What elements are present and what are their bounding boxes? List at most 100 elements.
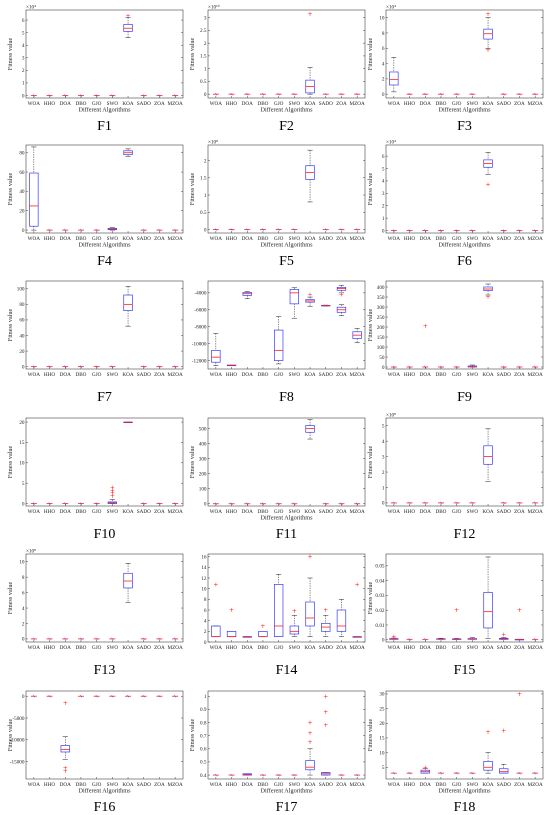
plot-frame [385, 144, 544, 234]
x-axis-label: Different Algorithms [79, 242, 132, 249]
figure-label: F18 [454, 800, 476, 815]
x-tick-label: KOA [482, 509, 493, 515]
box-flat-edge [471, 771, 474, 775]
chart-panel-f6: 0 1 2 3 4 5 6 WOA HHO DOA DBO GJO SWO KOA SADO ZOA MZOA ×… [367, 137, 546, 269]
x-tick-label: SADO [497, 236, 511, 242]
x-tick-label: SWO [467, 509, 479, 515]
y-tick-label: 0 [22, 637, 25, 643]
x-axis-label: Different Algorithms [261, 515, 314, 522]
y-tick-label: 60 [19, 170, 25, 176]
y-tick-label: 4 [382, 439, 385, 445]
box-body [483, 445, 493, 465]
y-axis-label: Fitness value [367, 38, 374, 71]
y-tick-label: 0.01 [375, 623, 384, 629]
x-tick-label: WOA [28, 645, 41, 651]
chart-panel-f4: 0 20 40 60 80 WOA HHO DOA DBO GJO SWO KOA SADO ZOA MZO… [7, 137, 186, 269]
chart-svg: 0 0.5 1 1.5 2 2.5 3 WOA HHO DOA DBO GJO SWO KOA SADO ZO… [189, 5, 366, 134]
chart-panel-f18: 5 10 15 20 25 30 WOA HHO DOA DBO GJO SWO KOA SADO ZOA M… [367, 683, 546, 815]
box-flat-edge [424, 365, 427, 369]
y-tick-label: 1.5 [200, 176, 207, 182]
x-tick-label: SWO [289, 782, 301, 788]
x-tick-label: SWO [107, 372, 119, 378]
x-tick-label: SWO [289, 101, 301, 107]
chart-panel-f14: 0 2 4 6 8 10 12 14 16 WOA HHO DOA DBO GJO SWO KOA SADO ZO… [190, 546, 368, 678]
box-flat-edge [158, 94, 161, 97]
x-tick-label: MZOA [528, 236, 544, 242]
y-scale-factor: ×10⁴ [386, 140, 396, 146]
x-tick-label: DOA [60, 101, 71, 107]
box-flat-edge [392, 501, 395, 505]
chart-panel-f10: 0 5 10 15 20 WOA HHO DOA DBO GJO SWO KOA SADO ZOA MZOA… [7, 410, 186, 542]
chart-panel-f7: 0 20 40 60 80 100 WOA HHO DOA DBO GJO SWO KOA SADO ZOA… [7, 273, 186, 405]
outlier-point: + [63, 700, 68, 707]
y-tick-label: 0.5 [200, 760, 207, 766]
x-tick-label: SADO [319, 101, 333, 107]
chart-svg: 0 100 200 300 400 500 WOA HHO DOA DBO GJO SWO KOA SAD… [189, 417, 366, 542]
x-tick-label: ZOA [154, 509, 165, 515]
box-flat-edge [214, 502, 217, 506]
y-scale-factor: ×10⁴ [26, 5, 36, 11]
box-flat-edge [424, 501, 427, 505]
y-tick-label: 300 [199, 456, 207, 462]
box-flat-edge [277, 502, 280, 506]
y-tick-label: 0 [22, 228, 25, 234]
outlier-point: + [501, 632, 506, 639]
box-flat-edge [48, 637, 51, 641]
x-tick-label: KOA [122, 645, 133, 651]
x-tick-label: MZOA [528, 101, 544, 107]
x-tick-label: MZOA [350, 782, 366, 788]
y-tick-label: 0.9 [200, 707, 207, 713]
x-tick-label: MZOA [528, 782, 544, 788]
box-koa [123, 563, 133, 603]
box-flat-edge [32, 94, 35, 97]
x-tick-label: HHO [226, 236, 237, 242]
x-tick-label: GJO [92, 782, 102, 788]
y-tick-label: -12000 [192, 358, 207, 364]
x-tick-label: KOA [122, 782, 133, 788]
x-tick-label: ZOA [154, 372, 165, 378]
box-flat-edge [111, 365, 114, 369]
figure-label: F1 [97, 119, 112, 134]
x-tick-label: DBO [75, 372, 86, 378]
y-tick-label: 8 [382, 31, 385, 37]
y-tick-label: 3 [204, 15, 207, 21]
y-tick-label: 6 [382, 46, 385, 52]
box-flat-edge [64, 637, 67, 641]
x-tick-label: GJO [274, 509, 284, 515]
box-flat-edge [261, 228, 264, 231]
x-tick-label: DBO [75, 509, 86, 515]
x-axis-label: Different Algorithms [439, 242, 492, 249]
box-body [483, 592, 493, 629]
x-tick-label: MZOA [168, 782, 184, 788]
x-tick-label: ZOA [154, 645, 165, 651]
y-tick-label: 15 [19, 440, 25, 446]
x-tick-label: MZOA [350, 509, 366, 515]
outlier-point: + [63, 768, 68, 775]
box-koa [305, 419, 315, 440]
outlier-point: + [308, 730, 313, 737]
x-tick-label: HHO [44, 645, 55, 651]
chart-svg: 0 50 100 150 200 250 300 350 400 WOA HHO DOA DBO GJO S… [367, 280, 544, 405]
box-body [226, 630, 237, 638]
outlier-point: + [260, 623, 265, 630]
x-tick-label: WOA [388, 782, 401, 788]
x-tick-label: SADO [497, 645, 511, 651]
box-woa [389, 57, 399, 93]
y-tick-label: 6 [22, 590, 25, 596]
x-tick-label: SADO [137, 101, 151, 107]
x-tick-label: SWO [467, 372, 479, 378]
outlier-point: + [308, 292, 313, 299]
box-hho [226, 364, 237, 367]
box-doa: + [420, 764, 430, 774]
box-flat-edge [502, 229, 505, 232]
y-tick-label: 2 [382, 470, 385, 476]
y-axis-label: Fitness value [367, 309, 374, 342]
box-flat-edge [518, 771, 521, 775]
outlier-point: + [501, 728, 506, 735]
box-flat-edge [408, 771, 411, 775]
x-tick-label: SADO [137, 509, 151, 515]
x-axis-label: Different Algorithms [261, 107, 314, 114]
x-tick-label: SADO [319, 236, 333, 242]
x-tick-label: DOA [420, 509, 431, 515]
box-flat-edge [455, 501, 458, 505]
